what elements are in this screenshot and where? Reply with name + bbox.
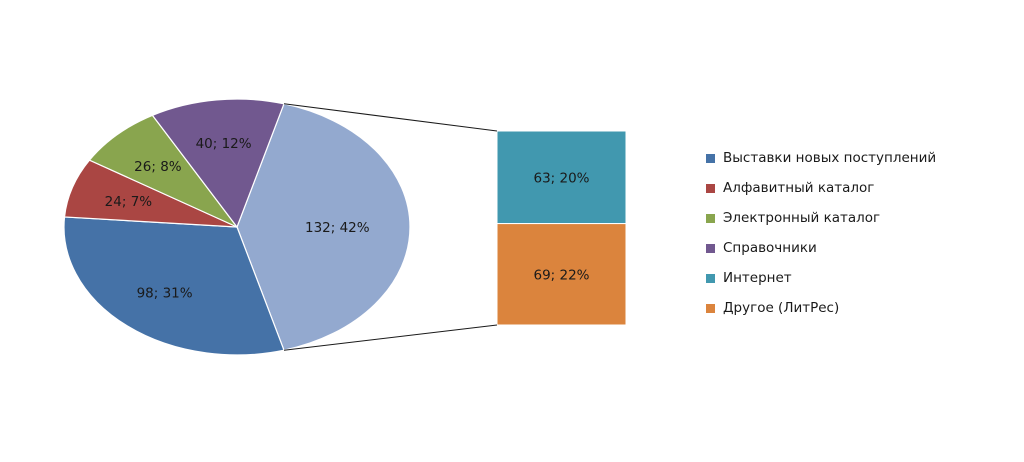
legend-item: Электронный каталог	[706, 203, 936, 233]
slice-2-label: 26; 8%	[134, 159, 182, 175]
bar-segment-4-label: 63; 20%	[533, 170, 589, 186]
slice-2	[88, 114, 238, 228]
bar-segment-4	[496, 130, 627, 225]
legend-swatch	[706, 303, 715, 313]
legend-swatch	[706, 243, 715, 253]
legend-item: Алфавитный каталог	[706, 173, 936, 203]
slice-0-label: 98; 31%	[137, 285, 193, 301]
legend-item: Интернет	[706, 263, 936, 293]
legend-item: Справочники	[706, 233, 936, 263]
legend-label: Алфавитный каталог	[723, 180, 875, 196]
legend-swatch	[706, 183, 715, 193]
legend-label: Электронный каталог	[723, 210, 881, 226]
legend-label: Интернет	[723, 270, 792, 286]
connector-line-top	[283, 103, 498, 132]
legend-swatch	[706, 273, 715, 283]
slice-0	[63, 216, 285, 356]
legend-item: Другое (ЛитРес)	[706, 293, 936, 323]
legend-label: Другое (ЛитРес)	[723, 300, 840, 316]
legend-swatch	[706, 213, 715, 223]
bar-segment-5-label: 69; 22%	[533, 267, 589, 283]
slice-3-label: 40; 12%	[196, 136, 252, 152]
legend: Выставки новых поступлений Алфавитный кат…	[706, 143, 936, 323]
connector-line-bottom	[283, 324, 498, 351]
legend-item: Выставки новых поступлений	[706, 143, 936, 173]
slice-1-label: 24; 7%	[105, 194, 153, 210]
legend-swatch	[706, 153, 715, 163]
slice-other-label: 132; 42%	[305, 220, 370, 236]
slice-3	[151, 98, 285, 229]
legend-label: Справочники	[723, 240, 817, 256]
slice-other	[236, 103, 411, 351]
legend-label: Выставки новых поступлений	[723, 150, 937, 166]
bar-segment-5	[496, 223, 627, 326]
